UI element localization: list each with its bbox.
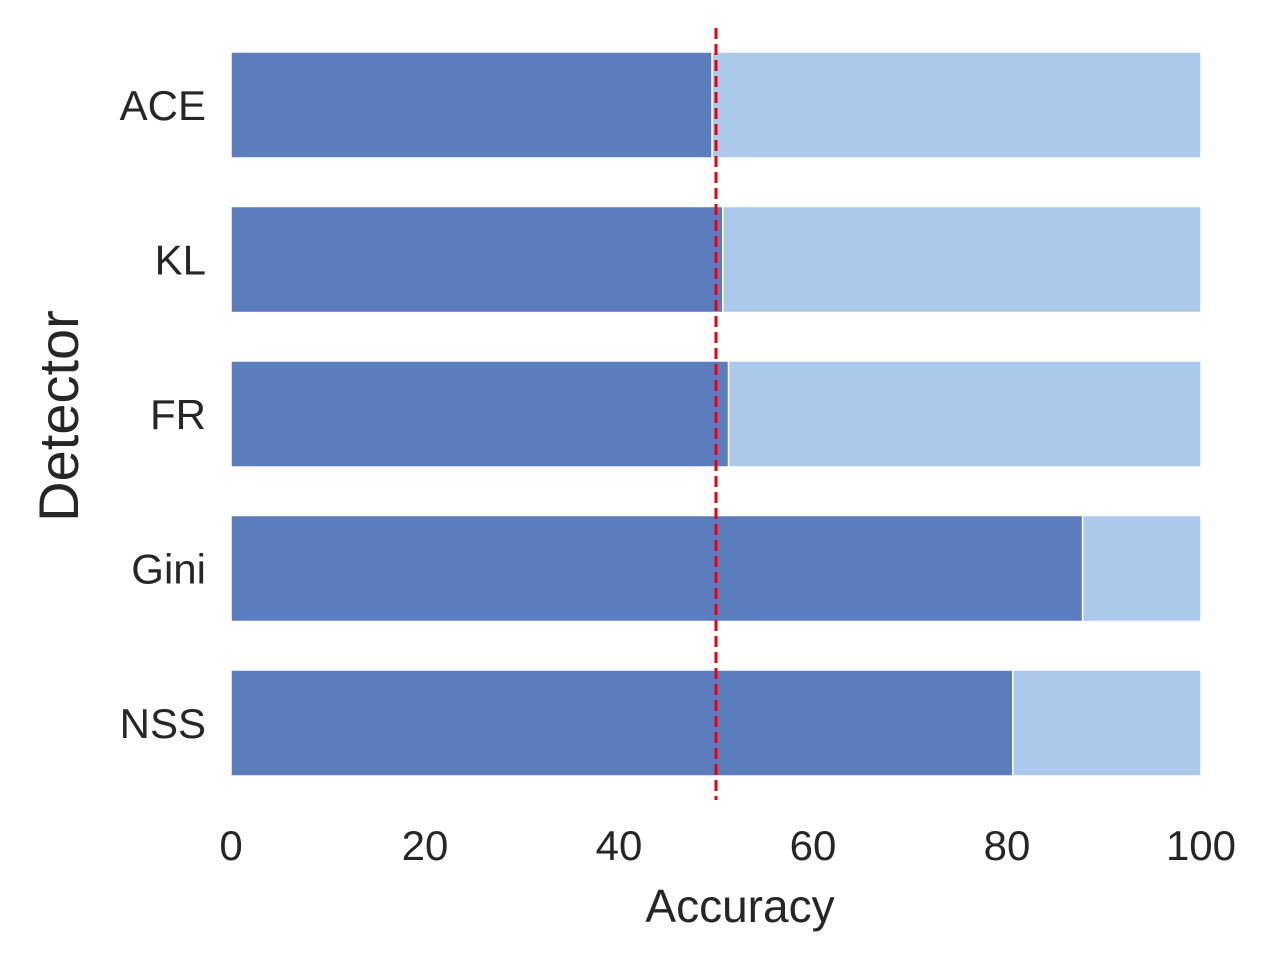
bar-ace-segment-1 [230, 51, 713, 159]
bar-kl-segment-1 [230, 205, 724, 314]
x-tick-label: 20 [402, 822, 449, 869]
y-tick-label: NSS [120, 700, 206, 747]
bar-gini-segment-2 [1081, 514, 1202, 623]
y-tick-label: FR [150, 391, 206, 438]
y-tick-label: KL [155, 237, 206, 284]
bar-ace-segment-2 [711, 51, 1202, 159]
y-axis-label: Detector [27, 310, 90, 522]
x-tick-label: 80 [984, 822, 1031, 869]
x-tick-label: 40 [596, 822, 643, 869]
x-tick-labels: 0 20 40 60 80 100 [219, 822, 1236, 869]
bar-nss-segment-1 [230, 669, 1014, 777]
bar-gini-segment-1 [230, 514, 1084, 623]
y-tick-labels: ACE KL FR Gini NSS [120, 82, 206, 747]
bar-kl-segment-2 [722, 205, 1202, 314]
bars-layer [230, 51, 1202, 777]
y-tick-label: Gini [131, 546, 206, 593]
y-tick-label: ACE [120, 82, 206, 129]
x-tick-label: 60 [790, 822, 837, 869]
bar-fr-segment-2 [727, 360, 1202, 468]
bar-fr-segment-1 [230, 360, 730, 468]
x-tick-label: 100 [1166, 822, 1236, 869]
x-tick-label: 0 [219, 822, 242, 869]
x-axis-label: Accuracy [645, 880, 834, 932]
bar-nss-segment-2 [1012, 669, 1202, 777]
